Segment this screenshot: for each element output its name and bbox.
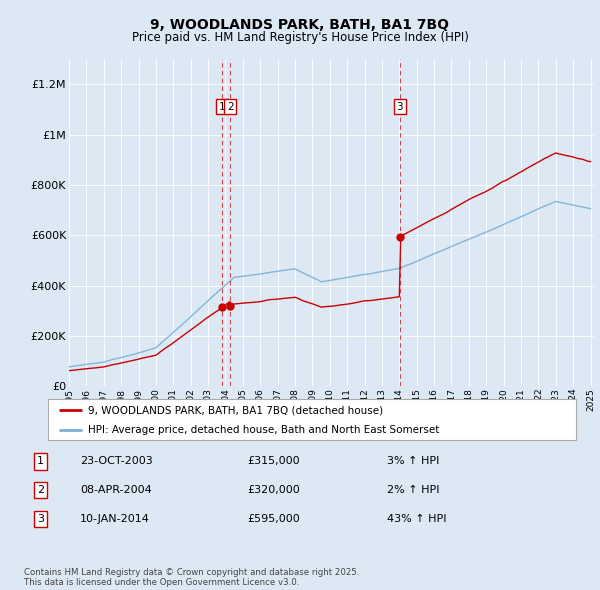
Text: 2: 2 [37, 486, 44, 495]
Text: 43% ↑ HPI: 43% ↑ HPI [387, 514, 446, 524]
Text: HPI: Average price, detached house, Bath and North East Somerset: HPI: Average price, detached house, Bath… [88, 425, 439, 434]
Text: 2% ↑ HPI: 2% ↑ HPI [387, 486, 439, 495]
Text: 1: 1 [219, 102, 226, 112]
Text: 9, WOODLANDS PARK, BATH, BA1 7BQ (detached house): 9, WOODLANDS PARK, BATH, BA1 7BQ (detach… [88, 405, 383, 415]
Text: 10-JAN-2014: 10-JAN-2014 [80, 514, 149, 524]
Text: 3: 3 [37, 514, 44, 524]
Text: 2: 2 [227, 102, 233, 112]
Text: 9, WOODLANDS PARK, BATH, BA1 7BQ: 9, WOODLANDS PARK, BATH, BA1 7BQ [151, 18, 449, 32]
Text: £320,000: £320,000 [247, 486, 300, 495]
Text: £595,000: £595,000 [247, 514, 300, 524]
Text: 3% ↑ HPI: 3% ↑ HPI [387, 457, 439, 467]
Text: 23-OCT-2003: 23-OCT-2003 [80, 457, 152, 467]
Text: Contains HM Land Registry data © Crown copyright and database right 2025.
This d: Contains HM Land Registry data © Crown c… [24, 568, 359, 587]
Text: £315,000: £315,000 [247, 457, 300, 467]
Text: Price paid vs. HM Land Registry's House Price Index (HPI): Price paid vs. HM Land Registry's House … [131, 31, 469, 44]
Text: 3: 3 [397, 102, 403, 112]
Text: 08-APR-2004: 08-APR-2004 [80, 486, 152, 495]
Text: 1: 1 [37, 457, 44, 467]
